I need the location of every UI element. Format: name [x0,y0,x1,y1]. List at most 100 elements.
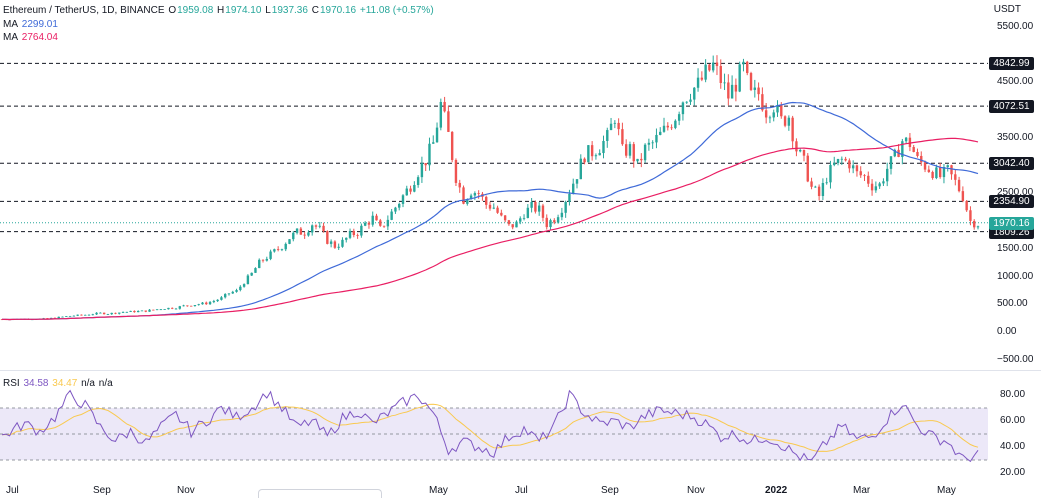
candle-body [602,140,605,154]
candle-body [227,293,231,295]
pane-divider[interactable] [0,370,1041,371]
candle-body [235,290,238,292]
candle-body [258,259,261,269]
currency-label: USDT [993,4,1021,15]
candle-body [110,312,113,315]
candle-body [545,217,548,228]
candle-body [485,196,488,205]
candle-body [466,199,469,204]
candle-body [624,144,628,156]
time-scroll-handle[interactable] [258,489,382,498]
candle-body [333,241,337,248]
rsi-label: RSI [3,378,20,389]
candle-body [80,314,83,316]
candle-body [950,165,953,175]
candle-body [829,164,832,183]
candle-body [696,77,700,88]
candle-body [231,291,234,294]
candle-body [651,142,654,144]
horizontal-lines-layer [0,62,988,233]
rsi-chart[interactable] [0,371,1041,483]
candle-body [776,105,779,113]
candle-body [265,258,269,261]
candle-body [530,201,533,208]
time-tick-label: Nov [687,485,705,496]
candle-body [954,174,957,180]
candle-body [882,181,885,184]
price-tick-label: 1000.00 [997,270,1034,282]
candle-body [886,168,889,182]
candle-body [428,143,431,166]
candle-body [288,239,291,244]
candle-body [863,175,866,177]
candle-body [556,217,560,223]
candle-body [549,220,552,228]
candle-body [496,207,499,213]
rsi-tick-label: 60.00 [1000,415,1026,426]
candle-body [772,112,775,118]
time-tick-label: May [937,485,956,496]
candle-body [443,101,446,112]
candle-body [938,167,942,178]
candle-body [72,315,76,317]
candle-body [878,183,881,187]
candle-body [855,165,859,172]
candle-body [394,207,397,212]
rsi-legend[interactable]: RSI 34.58 34.47 n/a n/a [3,378,114,390]
ma-slow-legend[interactable]: MA 2764.04 [3,32,59,44]
candle-body [893,149,896,157]
candle-body [435,127,439,143]
price-tick-label: 2500.00 [997,187,1034,199]
candle-body [84,314,87,316]
candle-body [859,171,862,176]
candle-body [182,305,185,307]
time-tick-label: May [429,485,448,496]
candle-body [284,243,287,250]
open-value: 1959.08 [177,5,214,16]
candle-body [973,220,976,228]
candle-body [477,193,480,194]
candle-body [345,237,348,240]
candle-body [647,142,651,145]
price-tick-label: 1500.00 [997,242,1034,254]
candle-body [522,217,526,219]
candle-body [904,137,908,142]
candle-body [693,87,696,100]
candle-body [367,222,371,225]
time-tick-label: 2022 [765,485,788,496]
candle-body [212,301,216,303]
ma-fast-legend[interactable]: MA 2299.01 [3,19,59,31]
candle-body [352,230,356,236]
candle-body [867,175,870,184]
candle-body [833,162,836,165]
price-chart[interactable] [0,0,1041,370]
candle-body [413,184,416,192]
high-label: H [217,5,225,16]
time-tick-label: Jul [515,485,528,496]
candle-body [920,155,923,163]
candle-body [655,134,658,143]
candle-body [144,310,147,312]
rsi-extra-2: n/a [98,378,113,389]
candle-body [450,131,454,160]
candle-body [613,122,617,124]
candle-body [57,316,60,319]
candle-body [159,309,163,311]
candle-body [753,87,757,90]
candle-body [976,226,980,228]
price-tick-label: 500.00 [997,298,1028,310]
candle-body [761,94,764,111]
candle-body [379,220,382,226]
candle-body [587,145,590,163]
candle-body [53,317,57,319]
candle-body [299,228,303,235]
candle-body [916,151,919,156]
candle-body [730,84,734,99]
candle-body [541,205,545,218]
price-tick-label: −500.00 [997,353,1034,365]
candle-body [239,286,242,291]
candle-body [322,225,325,232]
candle-body [216,299,219,302]
candle-body [799,150,802,152]
candle-body [734,84,738,92]
